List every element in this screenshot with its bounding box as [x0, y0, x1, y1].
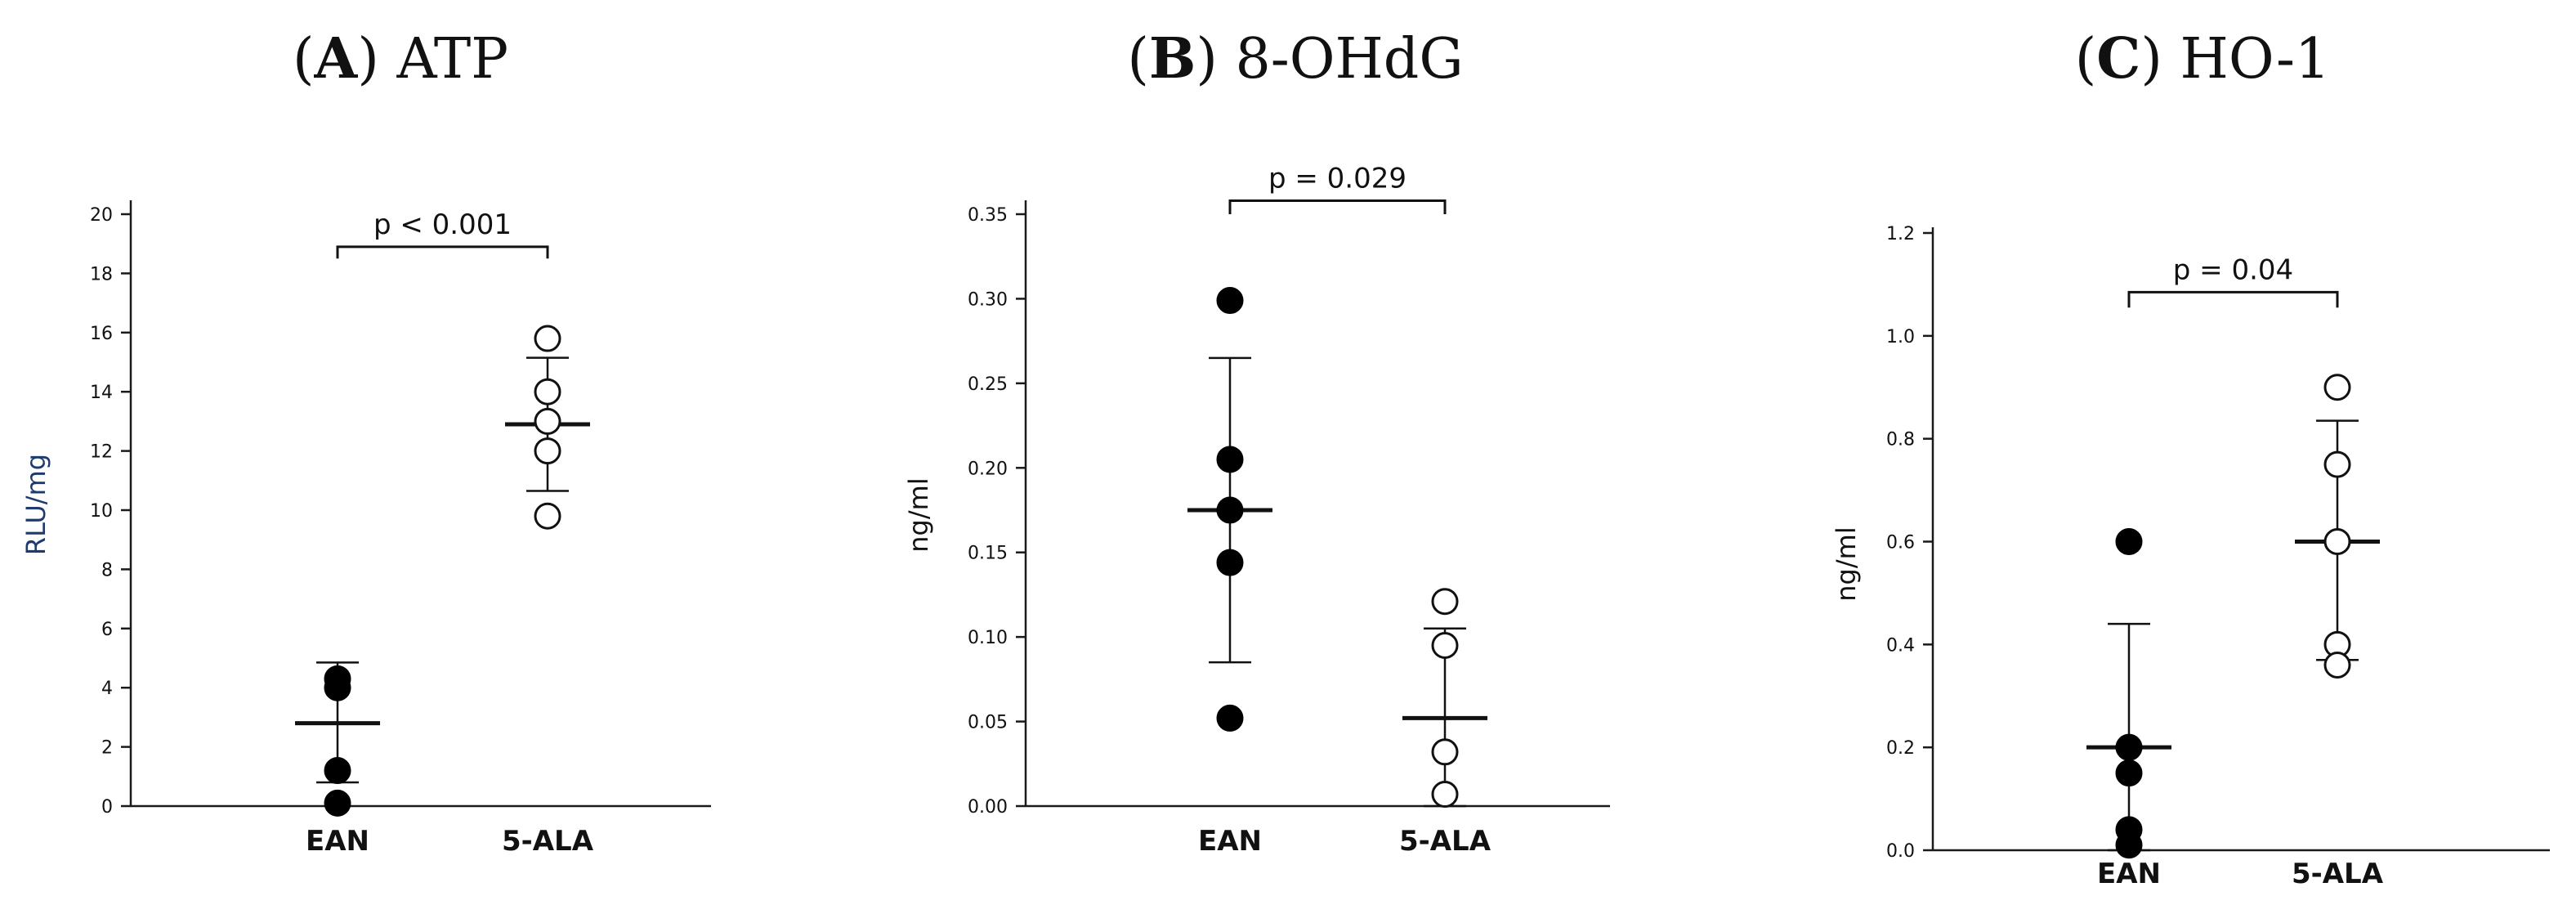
panel-a-category-label-ean: EAN	[306, 825, 369, 858]
panel-a-ean-data-point	[324, 789, 351, 817]
panel-a-ean-data-point	[324, 757, 351, 785]
panel-b-ean-data-point	[1216, 496, 1244, 524]
panel-a-5-ala-data-point	[534, 378, 561, 405]
panel-c: (C) HO-1 ng/ml 0.0 0.2 0.4 0.6 0.8 1.0 1.2 EAN…	[1831, 26, 2550, 890]
panel-c-5-ala-data-point	[2323, 528, 2351, 555]
panel-c-title-text: HO-1	[2180, 27, 2331, 92]
panel-c-y-tick-label: 1.0	[1886, 327, 1915, 347]
panel-c-y-tick-label: 0.4	[1886, 635, 1915, 656]
panel-a-y-tick-label: 6	[101, 620, 113, 640]
panel-b-5-ala-data-point	[1431, 631, 1459, 659]
panel-b-y-ticks: 0.00 0.05 0.10 0.15 0.20 0.25 0.30 0.35	[968, 205, 1026, 818]
panel-a-y-tick-label: 8	[101, 560, 113, 580]
panel-b-ean-data-point	[1216, 446, 1244, 473]
panel-b-category-label-ean: EAN	[1198, 825, 1262, 858]
panel-a-y-tick-label: 20	[90, 205, 113, 226]
panel-a-y-tick-label: 0	[101, 797, 113, 818]
panel-b-y-tick-label: 0.05	[968, 713, 1008, 733]
panel-a-data-points	[324, 325, 561, 817]
panel-c-letter: C	[2096, 26, 2140, 92]
panel-c-significance-line	[2127, 290, 2339, 308]
panel-c-ean-data-point	[2115, 831, 2143, 859]
panel-b-significance-bracket	[1228, 199, 1447, 214]
panel-b-y-tick-label: 0.20	[968, 459, 1008, 479]
panel-b-5-ala-data-point	[1431, 738, 1459, 766]
panel-c-data-points	[2115, 374, 2351, 859]
panel-c-y-tick-label: 0.2	[1886, 738, 1915, 759]
panel-b-y-axis-label: ng/ml	[903, 477, 934, 552]
panel-a-title: (A) ATP	[293, 26, 508, 92]
panel-a-significance-bracket	[336, 245, 549, 259]
panel-b-5-ala-data-point	[1431, 781, 1459, 809]
panel-c-ean-data-point	[2115, 759, 2143, 787]
panel-c-5-ala-data-point	[2323, 652, 2351, 679]
panel-a-5-ala-data-point	[534, 437, 561, 465]
panel-b-category-label-5-ala: 5-ALA	[1399, 825, 1491, 858]
panel-c-category-label-5-ala: 5-ALA	[2292, 858, 2384, 890]
panel-b-y-tick-label: 0.35	[968, 205, 1008, 226]
panel-b-title-text: 8-OHdG	[1236, 27, 1464, 92]
panel-c-5-ala-data-point	[2323, 450, 2351, 478]
panel-a-y-tick-label: 12	[90, 442, 113, 463]
panel-c-significance-bracket	[2127, 290, 2339, 308]
panel-b-5-ala-data-point	[1431, 588, 1459, 616]
panel-a-5-ala-data-point	[534, 407, 561, 435]
panel-a-title-text: ATP	[396, 27, 508, 92]
panel-c-y-ticks: 0.0 0.2 0.4 0.6 0.8 1.0 1.2	[1886, 224, 1933, 862]
panel-a: (A) ATP RLU/mg 0 2 4 6 8 10 12 14 16 18 20 EAN 5-A…	[20, 26, 711, 858]
panel-c-y-tick-label: 0.0	[1886, 841, 1915, 862]
panel-a-y-axis-label: RLU/mg	[20, 454, 51, 555]
panel-c-y-tick-label: 1.2	[1886, 224, 1915, 244]
panel-c-title: (C) HO-1	[2075, 26, 2331, 92]
panel-a-y-tick-label: 18	[90, 264, 113, 285]
panel-b: (B) 8-OHdG ng/ml 0.00 0.05 0.10 0.15 0.20 0.2…	[903, 26, 1610, 858]
panel-c-ean-data-point	[2115, 733, 2143, 761]
panel-b-y-tick-label: 0.15	[968, 544, 1008, 564]
panel-a-ean-data-point	[324, 674, 351, 701]
panel-c-y-tick-label: 0.6	[1886, 533, 1915, 553]
panel-b-ean-data-point	[1216, 286, 1244, 314]
panel-b-ean-data-point	[1216, 549, 1244, 576]
panel-b-title: (B) 8-OHdG	[1127, 26, 1463, 92]
panel-b-data-points	[1216, 286, 1459, 809]
panel-a-significance-label: p < 0.001	[373, 208, 512, 241]
panel-b-significance-line	[1228, 199, 1447, 214]
panel-b-y-tick-label: 0.25	[968, 374, 1008, 395]
panel-a-letter: A	[314, 26, 359, 92]
panel-a-5-ala-data-point	[534, 325, 561, 352]
panel-a-y-tick-label: 4	[101, 679, 113, 699]
panel-a-y-tick-label: 14	[90, 383, 113, 403]
panel-b-significance-label: p = 0.029	[1268, 162, 1407, 195]
panel-a-y-ticks: 0 2 4 6 8 10 12 14 16 18 20	[90, 205, 131, 818]
panel-a-category-label-5-ala: 5-ALA	[502, 825, 594, 858]
panel-b-y-tick-label: 0.00	[968, 797, 1008, 818]
panel-a-y-tick-label: 2	[101, 738, 113, 759]
panel-a-significance-line	[336, 245, 549, 259]
panel-c-5-ala-data-point	[2323, 374, 2351, 401]
panel-c-category-label-ean: EAN	[2097, 858, 2161, 890]
panel-b-y-tick-label: 0.10	[968, 628, 1008, 648]
panel-b-ean-data-point	[1216, 704, 1244, 732]
panel-c-y-tick-label: 0.8	[1886, 430, 1915, 450]
panel-c-ean-data-point	[2115, 528, 2143, 555]
panel-c-y-axis-label: ng/ml	[1831, 526, 1862, 601]
panel-b-letter: B	[1149, 26, 1196, 92]
panel-c-significance-label: p = 0.04	[2173, 253, 2293, 286]
panel-a-y-tick-label: 10	[90, 501, 113, 522]
panel-a-y-tick-label: 16	[90, 324, 113, 344]
panel-b-y-tick-label: 0.30	[968, 289, 1008, 310]
panel-a-5-ala-data-point	[534, 502, 561, 530]
